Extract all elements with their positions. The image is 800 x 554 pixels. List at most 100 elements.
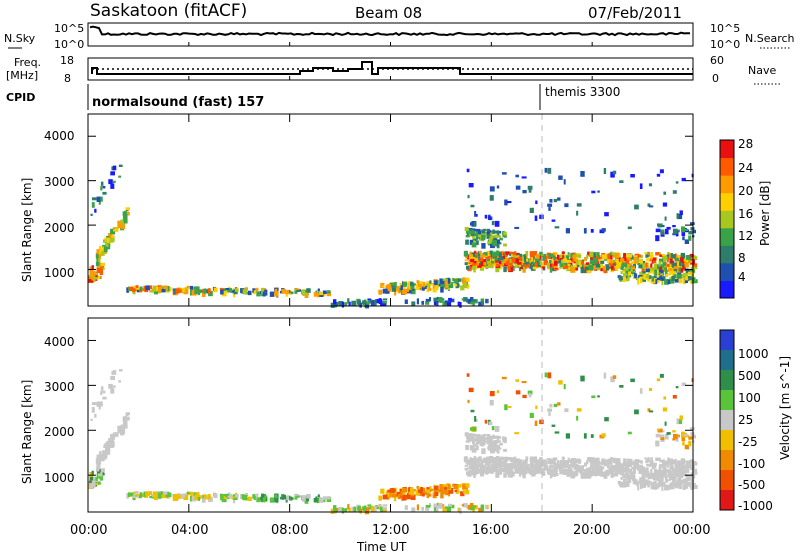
velocity-cell (595, 469, 601, 474)
velocity-cell (619, 385, 624, 388)
velocity-cell (481, 439, 486, 446)
power-cell (597, 256, 603, 260)
power-cell (565, 255, 569, 260)
velocity-cell (667, 474, 670, 478)
power-cell (469, 228, 473, 232)
velocity-cell (516, 467, 522, 471)
velocity-cell (394, 496, 397, 502)
velocity-cell (505, 466, 510, 471)
power-cell (163, 285, 168, 289)
velocity-cell (440, 492, 444, 499)
power-cell (475, 240, 479, 245)
power-cell (161, 289, 166, 293)
velocity-cell (522, 472, 526, 479)
velocity-cell (477, 471, 482, 474)
velocity-cell (294, 493, 298, 500)
power-cell (554, 258, 560, 262)
velocity-cell (610, 461, 613, 465)
velocity-cell (436, 506, 439, 512)
power-cell (475, 252, 478, 259)
power-cell (464, 227, 469, 232)
power-cell (522, 266, 526, 273)
power-cell (557, 197, 561, 201)
velocity-cell (541, 461, 546, 466)
velocity-cell (99, 454, 104, 460)
power-cell (301, 289, 306, 296)
power-cell (399, 282, 404, 288)
velocity-cell (577, 465, 582, 471)
power-cell (486, 258, 490, 261)
nave-label: Nave (748, 64, 776, 77)
velocity-cell (145, 491, 150, 497)
velocity-cell (671, 481, 675, 487)
power-cell (579, 261, 583, 267)
velocity-cell (391, 488, 396, 493)
power-cell (672, 233, 676, 236)
velocity-cell (100, 390, 103, 396)
power-cell (207, 288, 211, 294)
velocity-cell (492, 434, 495, 440)
velocity-cell (609, 457, 613, 461)
power-cell (401, 286, 405, 290)
power-cell (548, 259, 552, 265)
power-cell (184, 287, 187, 290)
velocity-cell (111, 371, 114, 375)
power-cell (580, 171, 585, 177)
velocity-cell (665, 479, 668, 483)
power-cell (684, 239, 689, 244)
velocity-cell (549, 403, 553, 408)
power-cell (658, 261, 662, 266)
power-cell (503, 234, 507, 238)
power-cell (667, 268, 670, 272)
velocity-cell (313, 497, 318, 503)
power-cell (472, 261, 477, 265)
power-cell (103, 246, 108, 253)
velocity-cell (88, 484, 94, 489)
power-cell (396, 286, 401, 291)
velocity-cell (590, 434, 594, 438)
power-cell (382, 301, 387, 304)
velocity-cell (182, 493, 185, 498)
power-cell (688, 235, 692, 241)
velocity-cell (113, 434, 117, 437)
velocity-cell (471, 457, 476, 463)
power-cell (491, 260, 495, 264)
power-cell (472, 238, 477, 242)
velocity-cell (688, 436, 693, 440)
power-cell (478, 231, 482, 235)
velocity-cell (470, 507, 475, 511)
velocity-colorbar-segment (720, 470, 734, 491)
velocity-cell (664, 484, 669, 491)
power-cell (600, 268, 605, 272)
velocity-cell (638, 468, 641, 471)
velocity-cell (503, 463, 509, 469)
power-cell (406, 288, 409, 293)
power-cell (429, 280, 432, 284)
power-cell (585, 262, 590, 265)
velocity-cell (125, 412, 130, 415)
velocity-cell (643, 479, 648, 485)
velocity-cell (317, 494, 320, 498)
velocity-cell (106, 443, 110, 449)
velocity-cell (532, 472, 537, 475)
velocity-cell (666, 459, 670, 462)
power-cell (644, 251, 647, 255)
power-cell (592, 258, 596, 262)
power-cell (670, 279, 675, 284)
velocity-cell (160, 491, 164, 494)
power-cell (113, 229, 117, 232)
power-colorbar (719, 139, 735, 299)
power-cell (465, 235, 471, 238)
velocity-cell (366, 507, 370, 511)
velocity-cell (630, 474, 633, 478)
power-cell (420, 281, 423, 286)
velocity-cell (573, 466, 578, 469)
power-cell (418, 284, 422, 288)
velocity-cell (650, 468, 653, 475)
velocity-cell (334, 507, 339, 511)
velocity-cell (662, 467, 667, 472)
velocity-cell (498, 461, 504, 466)
power-cell (583, 228, 587, 234)
velocity-colorbar-tick-m500: -500 (738, 478, 765, 492)
power-cell (466, 168, 470, 173)
